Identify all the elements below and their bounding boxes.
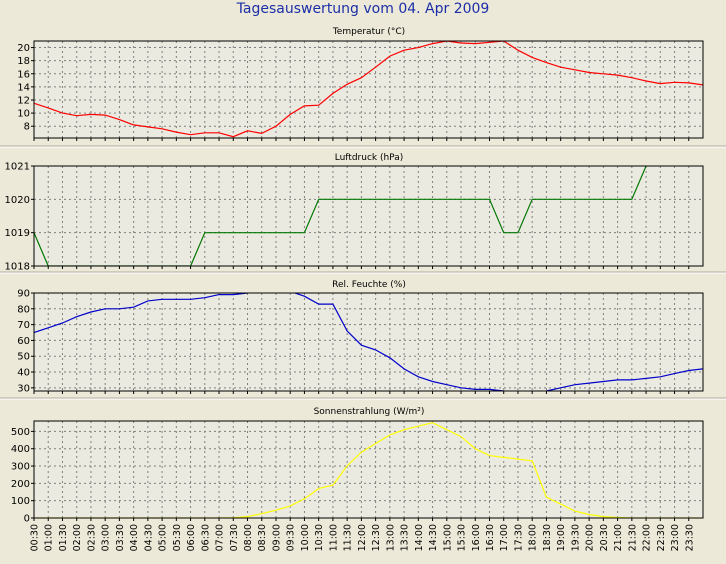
x-tick-label: 09:30 <box>286 524 297 551</box>
x-tick-label: 00:30 <box>30 524 41 551</box>
x-tick-label: 11:00 <box>328 524 339 551</box>
x-tick-label: 21:00 <box>613 524 624 551</box>
x-tick-label: 23:00 <box>670 524 681 551</box>
y-tick-label: 10 <box>17 109 30 120</box>
x-tick-label: 09:00 <box>271 524 282 551</box>
x-tick-label: 06:30 <box>200 524 211 551</box>
y-tick-label: 1021 <box>5 162 30 173</box>
y-tick-label: 16 <box>17 69 30 80</box>
x-tick-label: 08:00 <box>243 524 254 551</box>
x-tick-label: 16:00 <box>471 524 482 551</box>
x-tick-label: 18:30 <box>542 524 553 551</box>
x-tick-label: 02:00 <box>72 524 83 551</box>
x-tick-label: 13:00 <box>385 524 396 551</box>
plot-area <box>34 41 703 138</box>
x-tick-label: 13:30 <box>400 524 411 551</box>
y-tick-label: 0 <box>24 514 30 525</box>
x-tick-label: 12:00 <box>357 524 368 551</box>
plot-frame <box>33 292 704 392</box>
x-tick-label: 14:30 <box>428 524 439 551</box>
y-tick-label: 14 <box>17 82 30 93</box>
y-tick-label: 40 <box>17 368 30 379</box>
x-tick-label: 07:00 <box>215 524 226 551</box>
series-line <box>34 166 647 266</box>
x-tick-label: 23:30 <box>684 524 695 551</box>
y-tick-label: 300 <box>11 462 30 473</box>
y-tick-label: 90 <box>17 289 30 300</box>
y-tick-label: 1020 <box>5 195 30 206</box>
x-tick-label: 08:30 <box>257 524 268 551</box>
plot-frame <box>33 165 704 267</box>
x-tick-label: 17:00 <box>499 524 510 551</box>
y-tick-label: 400 <box>11 444 30 455</box>
y-tick-label: 30 <box>17 383 30 394</box>
x-tick-label: 12:30 <box>371 524 382 551</box>
x-tick-label: 04:30 <box>143 524 154 551</box>
chart-panel-1: Temperatur (°C) 8 10 12 14 16 18 20 <box>0 27 726 148</box>
x-tick-label: 11:30 <box>343 524 354 551</box>
x-tick-label: 01:00 <box>44 524 55 551</box>
y-tick-label: 12 <box>17 95 30 106</box>
plot-area <box>34 166 703 266</box>
y-tick-label: 20 <box>17 43 30 54</box>
chart-title: Temperatur (°C) <box>332 27 405 37</box>
y-tick-label: 50 <box>17 352 30 363</box>
chart-title: Luftdruck (hPa) <box>335 153 404 163</box>
x-tick-label: 22:00 <box>642 524 653 551</box>
series-line <box>34 293 703 391</box>
x-tick-label: 18:00 <box>528 524 539 551</box>
chart-panel-3: Rel. Feuchte (%) 30 40 50 60 70 80 90 <box>0 280 726 400</box>
y-tick-label: 80 <box>17 304 30 315</box>
page-title: Tagesauswertung vom 04. Apr 2009 <box>236 1 490 17</box>
series-line <box>34 422 703 518</box>
x-tick-label: 02:30 <box>86 524 97 551</box>
x-tick-label: 15:30 <box>457 524 468 551</box>
plot-area <box>34 293 703 391</box>
plot-frame <box>33 40 704 139</box>
x-tick-label: 20:30 <box>599 524 610 551</box>
series-line <box>34 41 703 138</box>
x-tick-label: 10:30 <box>314 524 325 551</box>
x-tick-label: 04:00 <box>129 524 140 551</box>
y-tick-label: 1018 <box>5 262 30 273</box>
x-tick-label: 17:30 <box>513 524 524 551</box>
x-tick-label: 05:30 <box>172 524 183 551</box>
chart-panel-4: Sonnenstrahlung (W/m²) 0 100 200 300 400 500 <box>11 407 704 525</box>
x-tick-label: 05:00 <box>158 524 169 551</box>
chart-panel-2: Luftdruck (hPa) 1018 1019 1020 1021 <box>0 153 726 274</box>
y-tick-label: 8 <box>24 122 30 133</box>
x-tick-label: 21:30 <box>627 524 638 551</box>
x-tick-label: 14:00 <box>414 524 425 551</box>
y-tick-label: 500 <box>11 427 30 438</box>
x-tick-label: 10:00 <box>300 524 311 551</box>
x-tick-label: 06:00 <box>186 524 197 551</box>
x-tick-label: 03:00 <box>101 524 112 551</box>
chart-title: Rel. Feuchte (%) <box>332 280 406 290</box>
y-tick-label: 100 <box>11 496 30 507</box>
x-tick-label: 19:30 <box>570 524 581 551</box>
x-axis-labels: 00:30 01:00 01:30 02:00 02:30 03:00 03:30 04:00… <box>30 524 696 551</box>
y-tick-label: 70 <box>17 320 30 331</box>
y-tick-label: 60 <box>17 336 30 347</box>
plot-frame <box>33 420 704 519</box>
x-tick-label: 15:00 <box>442 524 453 551</box>
y-tick-label: 1019 <box>5 228 30 239</box>
x-tick-label: 03:30 <box>115 524 126 551</box>
x-tick-label: 22:30 <box>656 524 667 551</box>
chart-title: Sonnenstrahlung (W/m²) <box>314 407 425 417</box>
x-tick-label: 01:30 <box>58 524 69 551</box>
plot-area <box>34 421 703 518</box>
x-tick-label: 16:30 <box>485 524 496 551</box>
x-tick-label: 07:30 <box>229 524 240 551</box>
x-tick-label: 19:00 <box>556 524 567 551</box>
y-tick-label: 18 <box>17 56 30 67</box>
x-tick-label: 20:00 <box>585 524 596 551</box>
y-tick-label: 200 <box>11 479 30 490</box>
